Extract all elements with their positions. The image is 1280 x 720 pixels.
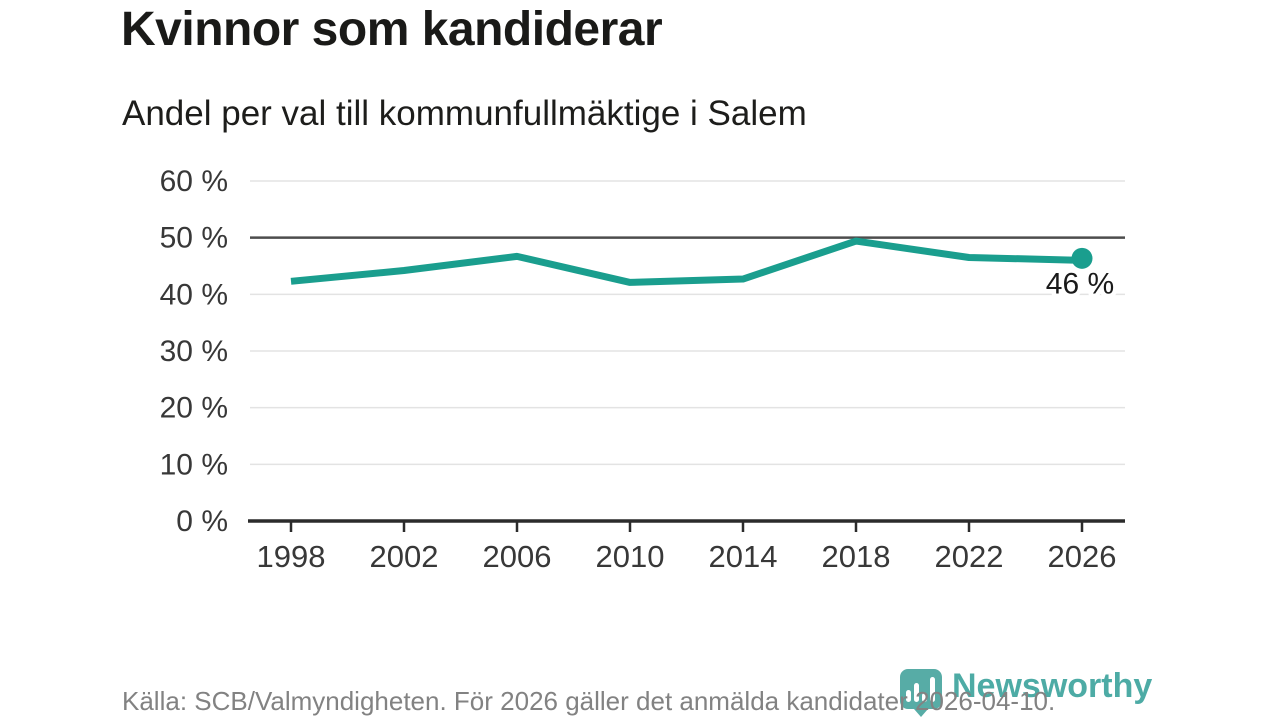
x-axis-tick-label: 1998 <box>257 539 326 574</box>
endpoint-value-label: 46 % <box>1046 267 1114 300</box>
x-axis-tick-label: 2006 <box>483 539 552 574</box>
y-axis-tick-label: 50 % <box>160 222 228 255</box>
source-note: Källa: SCB/Valmyndigheten. För 2026 gäll… <box>122 686 1056 716</box>
y-axis-tick-label: 60 % <box>160 165 228 198</box>
logo-bar-3 <box>922 693 927 702</box>
x-axis-tick-label: 2022 <box>935 539 1004 574</box>
page-title: Kvinnor som kandiderar <box>121 3 663 56</box>
data-line-women-candidates <box>290 237 1083 286</box>
logo-bar-2 <box>914 683 919 702</box>
y-axis-tick-label: 20 % <box>160 392 228 425</box>
x-axis-tick-label: 2026 <box>1048 539 1117 574</box>
y-axis-tick-label: 40 % <box>160 278 228 311</box>
newsworthy-logo-text: Newsworthy <box>952 667 1153 705</box>
x-axis-tick-label: 2018 <box>822 539 891 574</box>
x-axis-tick-label: 2002 <box>370 539 439 574</box>
x-axis-tick-label: 2010 <box>596 539 665 574</box>
y-axis-tick-label: 10 % <box>160 448 228 481</box>
logo-bar-4 <box>930 677 935 702</box>
newsworthy-logo-icon <box>900 669 942 717</box>
y-axis-tick-label: 0 % <box>176 505 228 538</box>
logo-bar-1 <box>906 690 911 702</box>
y-axis-tick-label: 30 % <box>160 335 228 368</box>
endpoint-dot <box>1071 247 1093 269</box>
chart-subtitle: Andel per val till kommunfullmäktige i S… <box>122 94 807 133</box>
x-axis-tick-label: 2014 <box>709 539 778 574</box>
